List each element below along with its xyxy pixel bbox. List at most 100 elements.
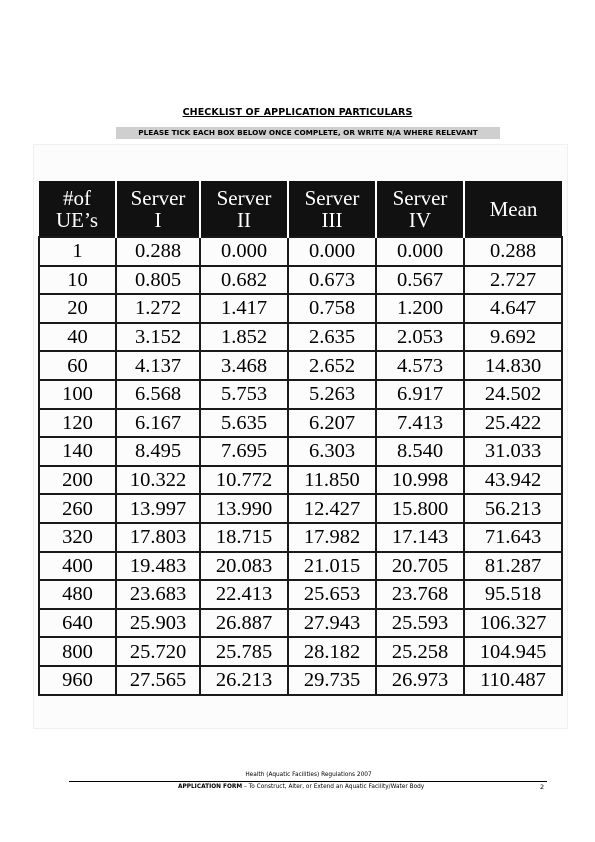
table-row: 260 13.997 13.990 12.427 15.800 56.213 bbox=[38, 493, 563, 524]
ue-count-cell: 10 bbox=[38, 264, 117, 296]
table-header: #of UE’s Server I Server II Server III Server IV M… bbox=[39, 181, 562, 237]
column-header: Server II bbox=[200, 181, 289, 237]
table-header-row: #of UE’s Server I Server II Server III Server IV M… bbox=[39, 181, 562, 237]
ue-count-cell: 260 bbox=[38, 493, 117, 524]
table-row: 60 4.137 3.468 2.652 4.573 14.830 bbox=[38, 350, 563, 381]
column-header-line: IV bbox=[408, 207, 432, 232]
value-cell: 27.565 bbox=[115, 664, 201, 696]
value-cell: 0.288 bbox=[463, 236, 563, 267]
value-cell: 25.653 bbox=[287, 579, 377, 610]
footer-form-text: – To Construct, Alter, or Extend an Aqua… bbox=[242, 784, 425, 790]
value-cell: 3.152 bbox=[115, 321, 201, 353]
value-cell: 8.540 bbox=[375, 436, 465, 467]
value-cell: 4.647 bbox=[463, 293, 563, 324]
column-header-line: III bbox=[321, 207, 343, 232]
value-cell: 23.683 bbox=[115, 579, 201, 610]
value-cell: 20.705 bbox=[375, 550, 465, 582]
value-cell: 56.213 bbox=[463, 493, 563, 524]
value-cell: 95.518 bbox=[463, 579, 563, 610]
column-header-line: Server bbox=[304, 185, 360, 210]
table-row: 320 17.803 18.715 17.982 17.143 71.643 bbox=[38, 521, 563, 553]
value-cell: 28.182 bbox=[287, 636, 377, 667]
value-cell: 25.593 bbox=[375, 607, 465, 639]
value-cell: 1.852 bbox=[199, 321, 289, 353]
ue-count-cell: 20 bbox=[38, 293, 117, 324]
value-cell: 9.692 bbox=[463, 321, 563, 353]
value-cell: 25.258 bbox=[375, 636, 465, 667]
table-row: 40 3.152 1.852 2.635 2.053 9.692 bbox=[38, 321, 563, 353]
ue-count-cell: 60 bbox=[38, 350, 117, 381]
value-cell: 31.033 bbox=[463, 436, 563, 467]
value-cell: 2.635 bbox=[287, 321, 377, 353]
value-cell: 19.483 bbox=[115, 550, 201, 582]
value-cell: 1.417 bbox=[199, 293, 289, 324]
value-cell: 6.917 bbox=[375, 378, 465, 410]
value-cell: 26.213 bbox=[199, 664, 289, 696]
value-cell: 25.785 bbox=[199, 636, 289, 667]
value-cell: 11.850 bbox=[287, 464, 377, 496]
value-cell: 1.272 bbox=[115, 293, 201, 324]
ue-count-cell: 800 bbox=[38, 636, 117, 667]
ue-count-cell: 140 bbox=[38, 436, 117, 467]
value-cell: 5.263 bbox=[287, 378, 377, 410]
value-cell: 14.830 bbox=[463, 350, 563, 381]
document-title: CHECKLIST OF APPLICATION PARTICULARS bbox=[182, 107, 413, 118]
value-cell: 5.635 bbox=[199, 407, 289, 439]
table-row: 960 27.565 26.213 29.735 26.973 110.487 bbox=[38, 664, 563, 696]
value-cell: 10.322 bbox=[115, 464, 201, 496]
value-cell: 25.720 bbox=[115, 636, 201, 667]
ue-count-cell: 120 bbox=[38, 407, 117, 439]
value-cell: 4.137 bbox=[115, 350, 201, 381]
value-cell: 2.727 bbox=[463, 264, 563, 296]
ue-count-cell: 100 bbox=[38, 378, 117, 410]
ue-count-cell: 400 bbox=[38, 550, 117, 582]
ue-count-cell: 200 bbox=[38, 464, 117, 496]
footer-regulation: Health (Aquatic Facilities) Regulations … bbox=[245, 772, 372, 778]
value-cell: 29.735 bbox=[287, 664, 377, 696]
value-cell: 2.652 bbox=[287, 350, 377, 381]
column-header: Server I bbox=[116, 181, 201, 237]
value-cell: 15.800 bbox=[375, 493, 465, 524]
value-cell: 81.287 bbox=[463, 550, 563, 582]
value-cell: 0.288 bbox=[115, 236, 201, 267]
value-cell: 5.753 bbox=[199, 378, 289, 410]
value-cell: 6.568 bbox=[115, 378, 201, 410]
value-cell: 17.143 bbox=[375, 521, 465, 553]
server-results-table: #of UE’s Server I Server II Server III Server IV M… bbox=[38, 181, 563, 696]
ue-count-cell: 1 bbox=[38, 236, 117, 267]
value-cell: 10.772 bbox=[199, 464, 289, 496]
value-cell: 0.000 bbox=[375, 236, 465, 267]
ue-count-cell: 320 bbox=[38, 521, 117, 553]
column-header-line: Mean bbox=[489, 196, 538, 221]
table-row: 480 23.683 22.413 25.653 23.768 95.518 bbox=[38, 579, 563, 610]
value-cell: 0.758 bbox=[287, 293, 377, 324]
column-header: #of UE’s bbox=[39, 181, 117, 237]
value-cell: 6.303 bbox=[287, 436, 377, 467]
value-cell: 10.998 bbox=[375, 464, 465, 496]
value-cell: 12.427 bbox=[287, 493, 377, 524]
column-header: Server III bbox=[288, 181, 377, 237]
value-cell: 25.903 bbox=[115, 607, 201, 639]
table-row: 10 0.805 0.682 0.673 0.567 2.727 bbox=[38, 264, 563, 296]
table-row: 20 1.272 1.417 0.758 1.200 4.647 bbox=[38, 293, 563, 324]
ue-count-cell: 640 bbox=[38, 607, 117, 639]
value-cell: 26.973 bbox=[375, 664, 465, 696]
table-row: 1 0.288 0.000 0.000 0.000 0.288 bbox=[38, 236, 563, 267]
value-cell: 6.167 bbox=[115, 407, 201, 439]
value-cell: 21.015 bbox=[287, 550, 377, 582]
column-header-line: I bbox=[154, 207, 162, 232]
column-header-line: Server bbox=[216, 185, 272, 210]
value-cell: 7.413 bbox=[375, 407, 465, 439]
table-row: 400 19.483 20.083 21.015 20.705 81.287 bbox=[38, 550, 563, 582]
value-cell: 25.422 bbox=[463, 407, 563, 439]
page-number: 2 bbox=[540, 783, 545, 791]
value-cell: 0.567 bbox=[375, 264, 465, 296]
value-cell: 13.990 bbox=[199, 493, 289, 524]
value-cell: 0.682 bbox=[199, 264, 289, 296]
value-cell: 0.805 bbox=[115, 264, 201, 296]
value-cell: 0.000 bbox=[199, 236, 289, 267]
ue-count-cell: 480 bbox=[38, 579, 117, 610]
value-cell: 6.207 bbox=[287, 407, 377, 439]
ue-count-cell: 960 bbox=[38, 664, 117, 696]
footer-form-label: APPLICATION FORM bbox=[178, 784, 243, 790]
